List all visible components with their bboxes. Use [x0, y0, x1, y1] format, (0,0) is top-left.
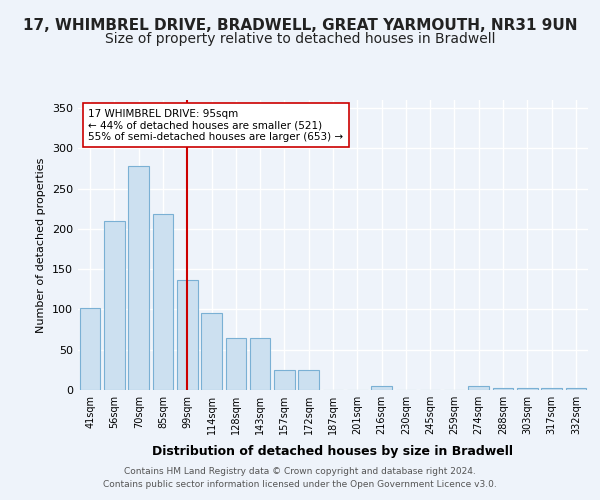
Bar: [128, 166, 149, 390]
Bar: [250, 338, 271, 390]
Bar: [541, 388, 562, 390]
Bar: [152, 214, 173, 390]
Bar: [80, 308, 100, 390]
X-axis label: Distribution of detached houses by size in Bradwell: Distribution of detached houses by size …: [152, 446, 514, 458]
Y-axis label: Number of detached properties: Number of detached properties: [37, 158, 46, 332]
Bar: [493, 388, 514, 390]
Text: Size of property relative to detached houses in Bradwell: Size of property relative to detached ho…: [105, 32, 495, 46]
Bar: [104, 221, 125, 390]
Bar: [371, 386, 392, 390]
Bar: [298, 370, 319, 390]
Text: 17 WHIMBREL DRIVE: 95sqm
← 44% of detached houses are smaller (521)
55% of semi-: 17 WHIMBREL DRIVE: 95sqm ← 44% of detach…: [88, 108, 343, 142]
Text: Contains HM Land Registry data © Crown copyright and database right 2024.: Contains HM Land Registry data © Crown c…: [124, 467, 476, 476]
Bar: [226, 338, 246, 390]
Text: Contains public sector information licensed under the Open Government Licence v3: Contains public sector information licen…: [103, 480, 497, 489]
Bar: [274, 370, 295, 390]
Bar: [566, 388, 586, 390]
Bar: [469, 386, 489, 390]
Text: 17, WHIMBREL DRIVE, BRADWELL, GREAT YARMOUTH, NR31 9UN: 17, WHIMBREL DRIVE, BRADWELL, GREAT YARM…: [23, 18, 577, 32]
Bar: [201, 312, 222, 390]
Bar: [517, 388, 538, 390]
Bar: [177, 280, 197, 390]
